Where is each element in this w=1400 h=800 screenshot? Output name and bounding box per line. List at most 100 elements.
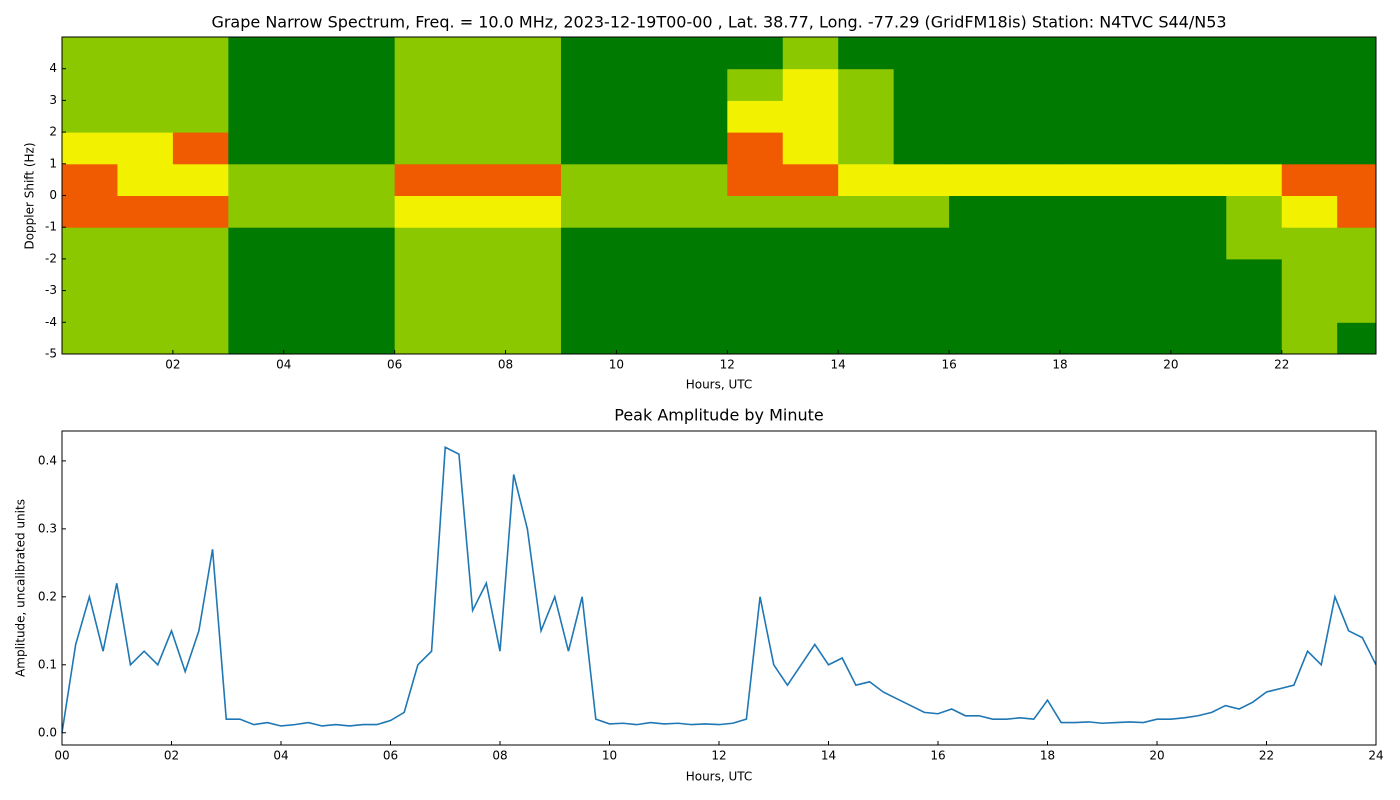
heatmap-cell — [838, 68, 895, 101]
heatmap-cell — [782, 322, 839, 355]
heatmap-cell — [782, 227, 839, 260]
y-tick-label: 3 — [49, 93, 57, 107]
y-tick-label: -2 — [45, 251, 57, 265]
heatmap-cell — [505, 163, 562, 196]
heatmap-cell — [1337, 290, 1377, 323]
y-tick-label: -3 — [45, 283, 57, 297]
heatmap-cell — [671, 163, 728, 196]
heatmap-cell — [949, 163, 1006, 196]
x-axis-label: Hours, UTC — [686, 770, 753, 784]
heatmap-cell — [782, 290, 839, 323]
heatmap-cell — [228, 290, 285, 323]
heatmap-cell — [727, 322, 784, 355]
heatmap-cell — [394, 322, 451, 355]
heatmap-cell — [782, 195, 839, 228]
heatmap-cell — [505, 132, 562, 165]
x-tick-label: 06 — [387, 358, 402, 372]
heatmap-cell — [1115, 290, 1172, 323]
heatmap-cell — [949, 68, 1006, 101]
heatmap-cell — [283, 132, 340, 165]
heatmap-cell — [228, 132, 285, 165]
heatmap-cell — [1337, 132, 1377, 165]
x-tick-label: 14 — [821, 749, 836, 763]
heatmap-cell — [394, 163, 451, 196]
heatmap-cell — [62, 290, 118, 323]
heatmap-cell — [616, 195, 673, 228]
heatmap-cell — [339, 37, 396, 70]
heatmap-cell — [1281, 37, 1338, 70]
chart-title: Peak Amplitude by Minute — [614, 406, 824, 425]
heatmap-cell — [1281, 100, 1338, 133]
heatmap-cell — [505, 322, 562, 355]
heatmap-cell — [505, 68, 562, 101]
heatmap-cell — [671, 100, 728, 133]
x-axis-label: Hours, UTC — [686, 378, 753, 392]
y-tick-label: 0 — [49, 188, 57, 202]
heatmap-cell — [949, 290, 1006, 323]
heatmap-cell — [1004, 37, 1061, 70]
heatmap-cell — [1004, 258, 1061, 292]
plot-frame — [61, 430, 1377, 746]
heatmap-cell — [949, 37, 1006, 70]
heatmap-cell — [1226, 37, 1283, 70]
x-tick-label: 08 — [498, 358, 513, 372]
x-tick-label: 12 — [711, 749, 726, 763]
x-tick-label: 18 — [1052, 358, 1067, 372]
heatmap-cell — [893, 68, 950, 101]
heatmap-cell — [62, 322, 118, 355]
heatmap-cell — [283, 195, 340, 228]
heatmap-cell — [1170, 37, 1227, 70]
heatmap-cell — [505, 37, 562, 70]
heatmap-cell — [1170, 68, 1227, 101]
heatmap-cell — [671, 322, 728, 355]
x-tick-label: 22 — [1259, 749, 1274, 763]
heatmap-cell — [117, 68, 174, 101]
heatmap-cell — [172, 322, 229, 355]
heatmap-cell — [1059, 290, 1116, 323]
heatmap-cell — [671, 290, 728, 323]
heatmap-cell — [616, 68, 673, 101]
heatmap-cell — [893, 290, 950, 323]
heatmap-cell — [450, 322, 507, 355]
heatmap-cell — [727, 227, 784, 260]
heatmap-cell — [1337, 322, 1377, 355]
heatmap-cell — [62, 37, 118, 70]
y-tick-label: 0.3 — [38, 521, 57, 535]
heatmap-cell — [1281, 227, 1338, 260]
heatmap-cell — [838, 163, 895, 196]
heatmap-cell — [949, 227, 1006, 260]
heatmap-cell — [172, 290, 229, 323]
x-tick-label: 10 — [609, 358, 624, 372]
heatmap-cell — [616, 258, 673, 292]
heatmap-cell — [450, 37, 507, 70]
heatmap-cell — [172, 37, 229, 70]
heatmap-cell — [339, 227, 396, 260]
heatmap-cell — [339, 290, 396, 323]
heatmap-cell — [893, 100, 950, 133]
heatmap-cell — [450, 163, 507, 196]
heatmap-cell — [1337, 68, 1377, 101]
y-tick-label: 1 — [49, 156, 57, 170]
heatmap-cell — [1337, 258, 1377, 292]
heatmap-cell — [1115, 132, 1172, 165]
heatmap-cell — [727, 68, 784, 101]
heatmap-cell — [1115, 195, 1172, 228]
heatmap-cell — [117, 322, 174, 355]
heatmap-cell — [1337, 195, 1377, 228]
heatmap-cell — [1170, 163, 1227, 196]
heatmap-cell — [228, 68, 285, 101]
heatmap-cell — [1226, 100, 1283, 133]
heatmap-cell — [450, 195, 507, 228]
heatmap-cell — [727, 258, 784, 292]
heatmap-cell — [172, 132, 229, 165]
heatmap-cell — [560, 68, 617, 101]
heatmap-cell — [172, 227, 229, 260]
heatmap-cell — [117, 195, 174, 228]
heatmap-cell — [505, 258, 562, 292]
heatmap-cell — [1226, 322, 1283, 355]
heatmap-cell — [949, 132, 1006, 165]
heatmap-cell — [172, 100, 229, 133]
heatmap-cell — [1337, 227, 1377, 260]
